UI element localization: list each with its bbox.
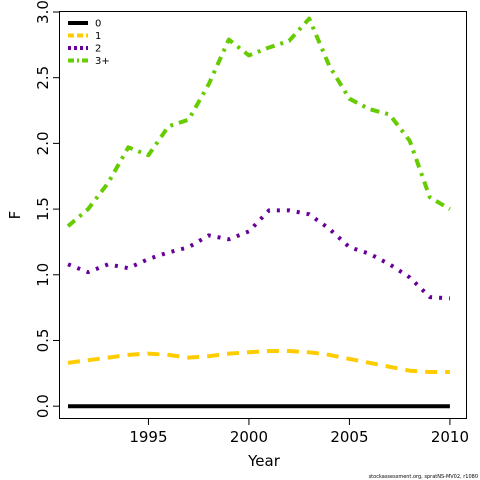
series-layer	[66, 16, 451, 409]
x-tick-label: 2010	[431, 428, 469, 446]
series-line-4	[66, 16, 451, 228]
y-tick-label: 1.0	[34, 263, 52, 287]
plot-frame	[59, 11, 467, 419]
y-axis-title: F	[6, 211, 24, 220]
x-tick-label: 2005	[330, 428, 368, 446]
x-axis: 1995 2000 2005 2010	[129, 418, 469, 446]
y-tick-label: 2.5	[34, 66, 52, 90]
legend: 01 23+	[68, 19, 110, 67]
legend-label: 1	[95, 31, 101, 42]
y-tick-label: 3.0	[34, 0, 52, 24]
x-tick-label: 1995	[129, 428, 167, 446]
credit-text: stockassessment.org, spratNS-MV02, r1080	[369, 474, 478, 480]
legend-label: 2	[95, 44, 101, 55]
y-tick-label: 0.5	[34, 329, 52, 353]
y-axis: 0.0 0.5 1.0 1.5 2.0 2.5 3.0	[34, 0, 60, 418]
y-tick-label: 2.0	[34, 131, 52, 155]
legend-label: 3+	[95, 56, 110, 67]
y-tick-label: 0.0	[34, 394, 52, 418]
series-line-2	[67, 349, 450, 374]
legend-label: 0	[95, 19, 101, 30]
y-tick-label: 1.5	[34, 197, 52, 221]
x-tick-label: 2000	[230, 428, 268, 446]
x-axis-title: Year	[247, 452, 281, 470]
